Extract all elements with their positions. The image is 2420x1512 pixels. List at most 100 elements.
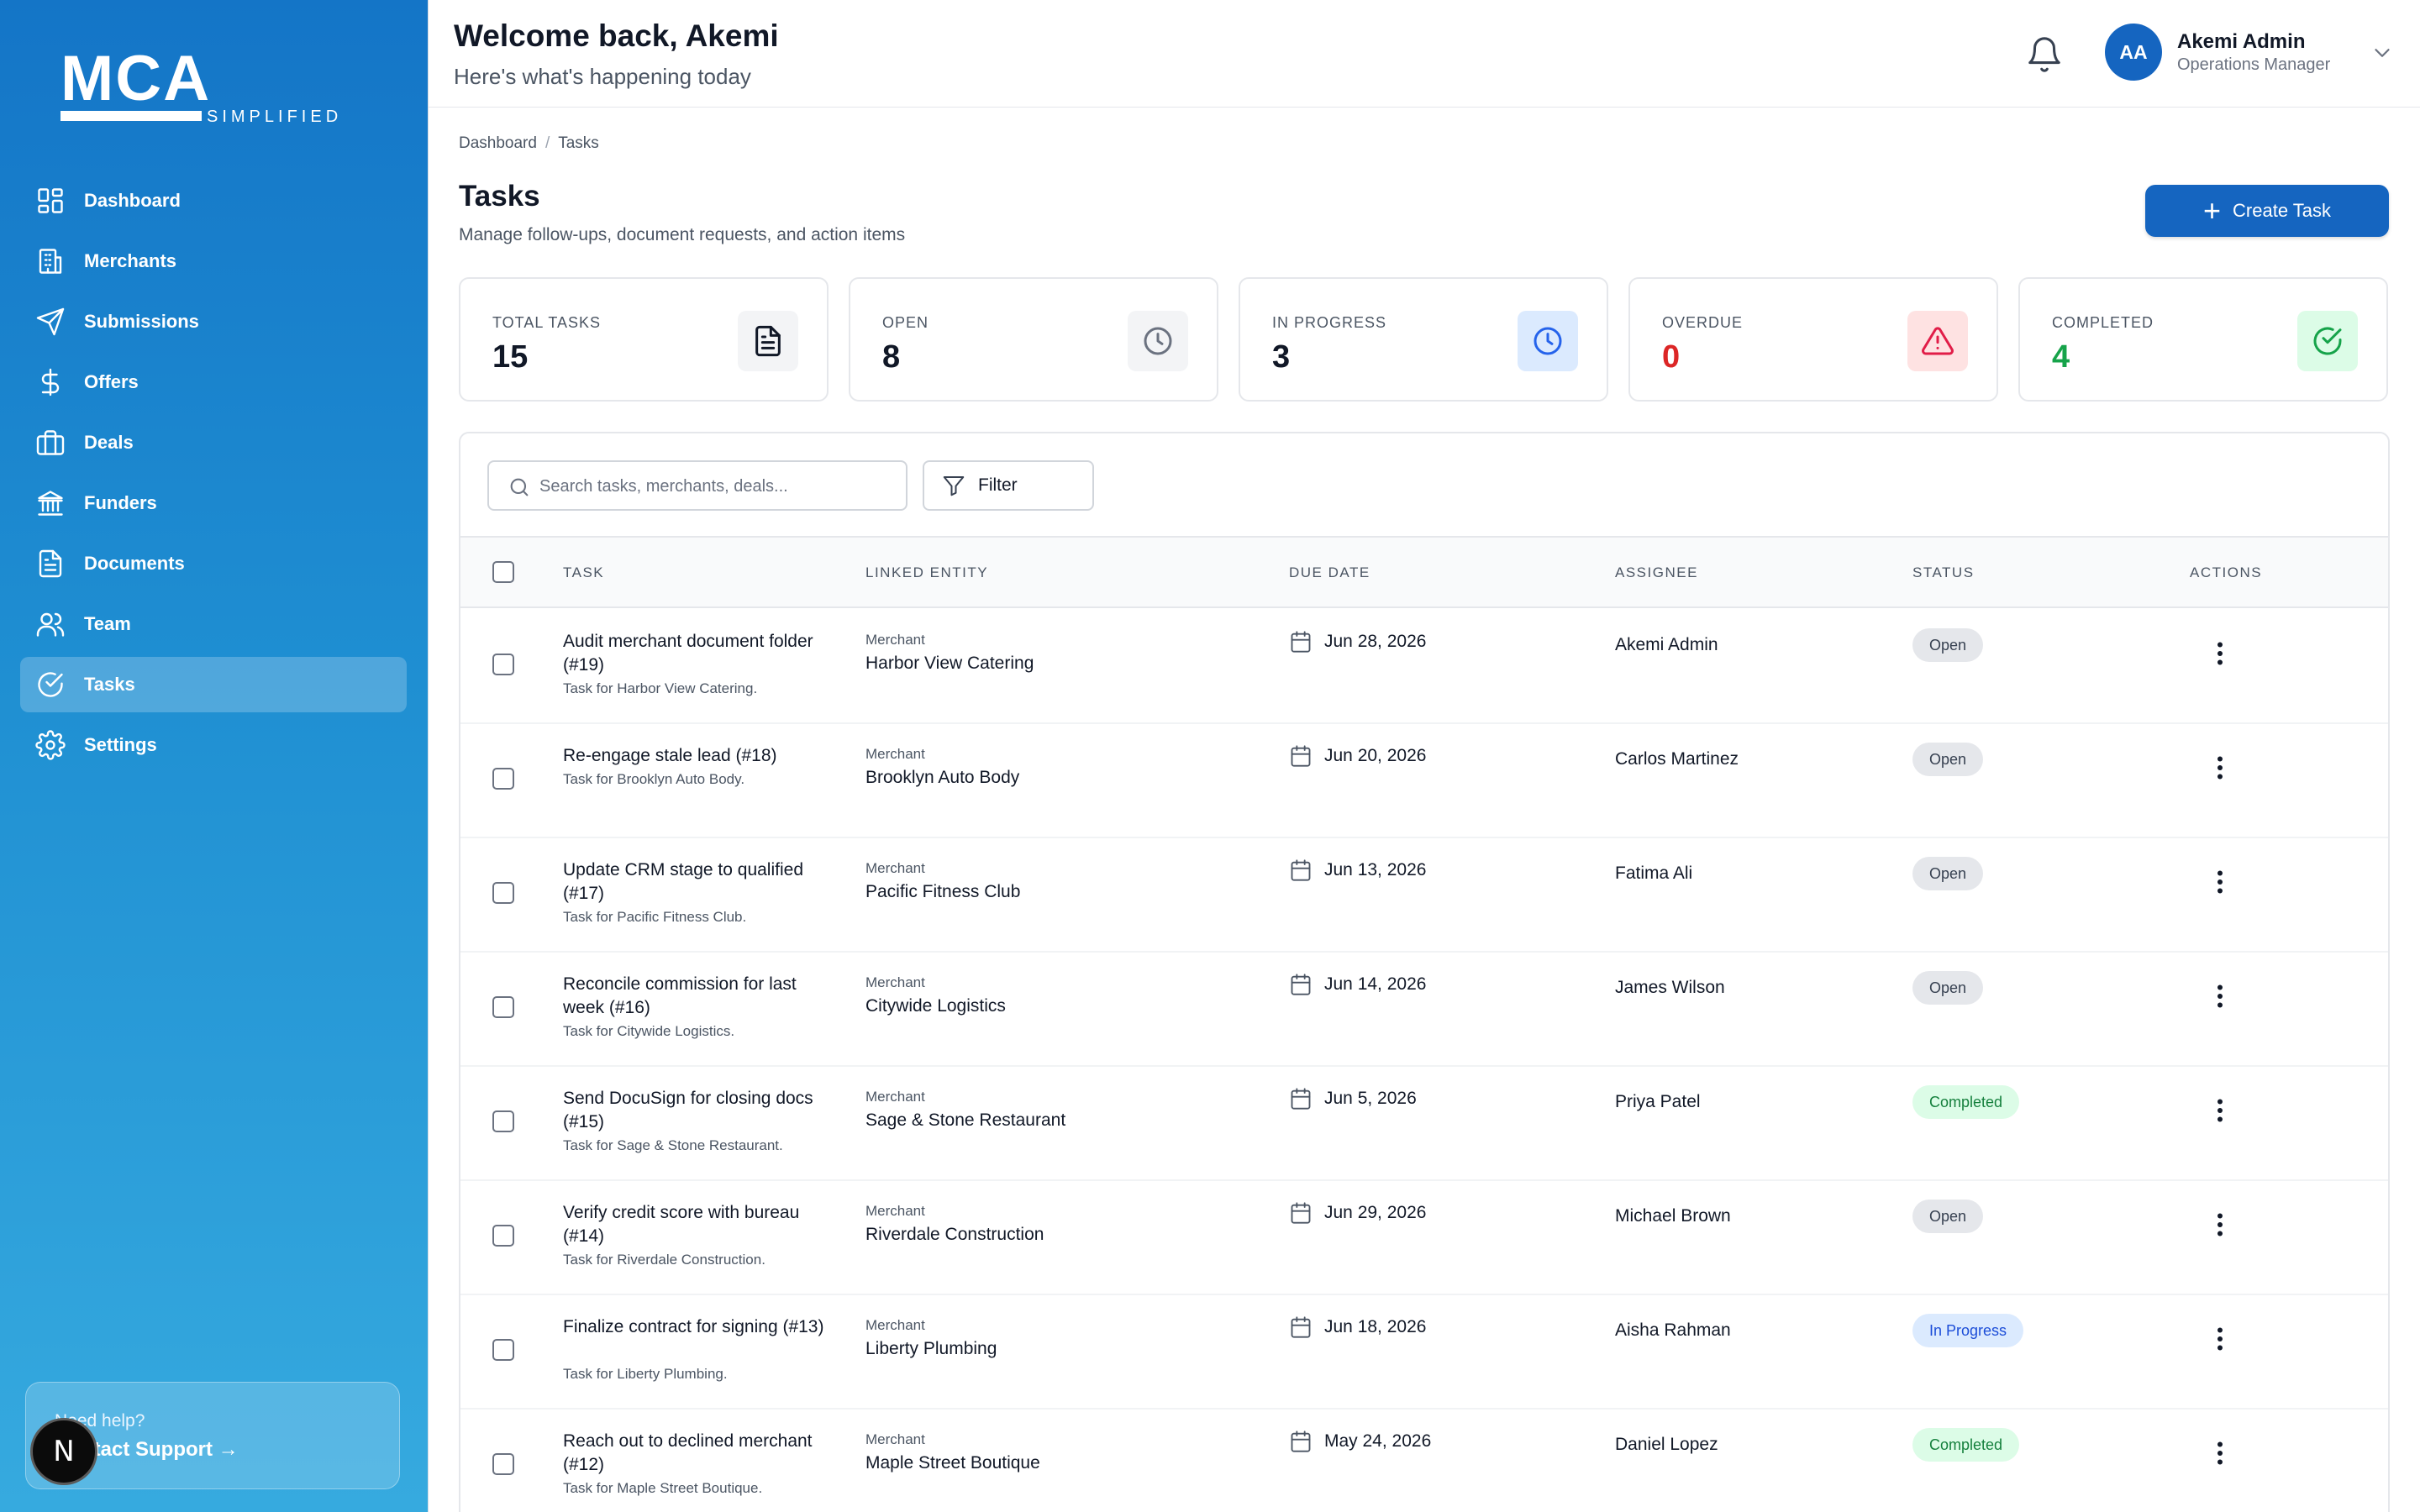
table-row[interactable]: Send DocuSign for closing docs (#15) Task…: [460, 1067, 2388, 1181]
table-row[interactable]: Verify credit score with bureau (#14) Tas…: [460, 1181, 2388, 1295]
send-icon: [36, 307, 65, 336]
task-title[interactable]: Reconcile commission for last week (#16): [563, 974, 797, 1017]
clock-icon: [1534, 327, 1562, 355]
due-date-text: Jun 20, 2026: [1324, 746, 1427, 765]
breadcrumb-dashboard[interactable]: Dashboard: [459, 134, 537, 152]
entity-name[interactable]: Riverdale Construction: [865, 1225, 1044, 1244]
entity-name[interactable]: Brooklyn Auto Body: [865, 768, 1020, 787]
user-name[interactable]: Akemi Admin: [2177, 30, 2306, 53]
row-checkbox[interactable]: [492, 654, 514, 675]
table-row[interactable]: Reconcile commission for last week (#16)…: [460, 953, 2388, 1067]
column-assignee[interactable]: ASSIGNEE: [1615, 564, 1698, 580]
table-row[interactable]: Reach out to declined merchant (#12) Task…: [460, 1410, 2388, 1512]
task-title[interactable]: Update CRM stage to qualified (#17): [563, 860, 803, 903]
task-title[interactable]: Send DocuSign for closing docs (#15): [563, 1089, 813, 1131]
search-box[interactable]: [487, 460, 908, 511]
dashboard-icon: [38, 188, 63, 213]
sidebar-item-documents[interactable]: Documents: [20, 536, 407, 591]
dev-tools-badge[interactable]: N: [30, 1418, 97, 1485]
table-row[interactable]: Audit merchant document folder (#19) Task…: [460, 610, 2388, 724]
more-actions-icon[interactable]: [2205, 753, 2235, 783]
table-row[interactable]: Finalize contract for signing (#13) Task …: [460, 1295, 2388, 1410]
more-actions-icon[interactable]: [2205, 1438, 2235, 1468]
sidebar-item-settings[interactable]: Settings: [20, 717, 407, 773]
status-badge: Open: [1912, 743, 1984, 776]
stat-label: OPEN: [882, 314, 929, 331]
sidebar-item-tasks[interactable]: Tasks: [20, 657, 407, 712]
calendar-icon: [1291, 1316, 1311, 1338]
entity-type: Merchant: [865, 1431, 925, 1447]
more-actions-icon[interactable]: [2205, 1095, 2235, 1126]
row-checkbox[interactable]: [492, 768, 514, 790]
sidebar-item-offers[interactable]: Offers: [20, 354, 407, 410]
entity-name[interactable]: Maple Street Boutique: [865, 1453, 1040, 1473]
sidebar-item-label: Documents: [84, 553, 185, 574]
dollar-icon: [35, 367, 66, 397]
column-due-date[interactable]: DUE DATE: [1289, 564, 1370, 580]
task-title[interactable]: Reach out to declined merchant (#12): [563, 1431, 813, 1474]
sidebar-item-submissions[interactable]: Submissions: [20, 294, 407, 349]
create-task-label: Create Task: [2233, 200, 2331, 221]
dashboard-icon: [35, 186, 66, 216]
task-title[interactable]: Finalize contract for signing (#13): [563, 1317, 824, 1336]
calendar-icon: [1291, 1431, 1311, 1452]
brand-tagline: SIMPLIFIED: [207, 108, 343, 126]
row-checkbox[interactable]: [492, 882, 514, 904]
row-checkbox[interactable]: [492, 996, 514, 1018]
column-status[interactable]: STATUS: [1912, 564, 1975, 580]
more-actions-icon[interactable]: [2205, 1324, 2235, 1354]
page-title: Tasks: [459, 180, 540, 213]
filter-button[interactable]: Filter: [923, 460, 1094, 511]
status-badge: Open: [1912, 857, 1984, 890]
sidebar-item-dashboard[interactable]: Dashboard: [20, 173, 407, 228]
bank-icon: [35, 488, 66, 518]
sidebar-item-funders[interactable]: Funders: [20, 475, 407, 531]
column-actions: ACTIONS: [2190, 564, 2263, 580]
due-date: Jun 29, 2026: [1289, 1201, 1426, 1225]
row-checkbox[interactable]: [492, 1453, 514, 1475]
assignee: Priya Patel: [1615, 1092, 1701, 1111]
entity-name[interactable]: Sage & Stone Restaurant: [865, 1110, 1066, 1130]
notification-bell-icon[interactable]: [2025, 35, 2064, 74]
welcome-subtitle: Here's what's happening today: [454, 64, 751, 89]
row-checkbox[interactable]: [492, 1110, 514, 1132]
chevron-down-icon[interactable]: [2370, 40, 2395, 66]
status-badge: Completed: [1912, 1085, 2020, 1119]
sidebar-item-team[interactable]: Team: [20, 596, 407, 652]
user-avatar[interactable]: AA: [2105, 24, 2162, 81]
sidebar-item-merchants[interactable]: Merchants: [20, 234, 407, 289]
more-actions-icon[interactable]: [2205, 867, 2235, 897]
users-icon: [36, 612, 65, 637]
entity-type: Merchant: [865, 1089, 925, 1105]
table-row[interactable]: Re-engage stale lead (#18) Task for Brook…: [460, 724, 2388, 838]
task-subtitle: Task for Citywide Logistics.: [563, 1023, 735, 1039]
entity-type: Merchant: [865, 746, 925, 762]
document-icon: [39, 549, 62, 578]
entity-name[interactable]: Citywide Logistics: [865, 996, 1006, 1016]
search-input[interactable]: [539, 472, 892, 501]
entity-name[interactable]: Pacific Fitness Club: [865, 882, 1021, 901]
task-title[interactable]: Re-engage stale lead (#18): [563, 746, 777, 765]
row-checkbox[interactable]: [492, 1339, 514, 1361]
create-task-button[interactable]: + Create Task: [2145, 185, 2389, 237]
breadcrumb: Dashboard / Tasks: [459, 134, 599, 153]
sidebar-item-deals[interactable]: Deals: [20, 415, 407, 470]
stat-label: TOTAL TASKS: [492, 314, 602, 331]
select-all-checkbox[interactable]: [492, 561, 514, 583]
sidebar-item-label: Funders: [84, 492, 157, 513]
column-linked-entity[interactable]: LINKED ENTITY: [865, 564, 989, 580]
more-actions-icon[interactable]: [2205, 1210, 2235, 1240]
stat-label: COMPLETED: [2052, 314, 2154, 331]
calendar-icon: [1291, 745, 1311, 767]
table-row[interactable]: Update CRM stage to qualified (#17) Task …: [460, 838, 2388, 953]
entity-name[interactable]: Liberty Plumbing: [865, 1339, 997, 1358]
task-title[interactable]: Verify credit score with bureau (#14): [563, 1203, 800, 1246]
brand-logo[interactable]: MCA SIMPLIFIED: [60, 47, 338, 131]
task-title[interactable]: Audit merchant document folder (#19): [563, 632, 813, 675]
entity-name[interactable]: Harbor View Catering: [865, 654, 1034, 673]
task-subtitle: Task for Liberty Plumbing.: [563, 1366, 728, 1382]
more-actions-icon[interactable]: [2205, 981, 2235, 1011]
column-task[interactable]: TASK: [563, 564, 605, 580]
more-actions-icon[interactable]: [2205, 638, 2235, 669]
row-checkbox[interactable]: [492, 1225, 514, 1247]
